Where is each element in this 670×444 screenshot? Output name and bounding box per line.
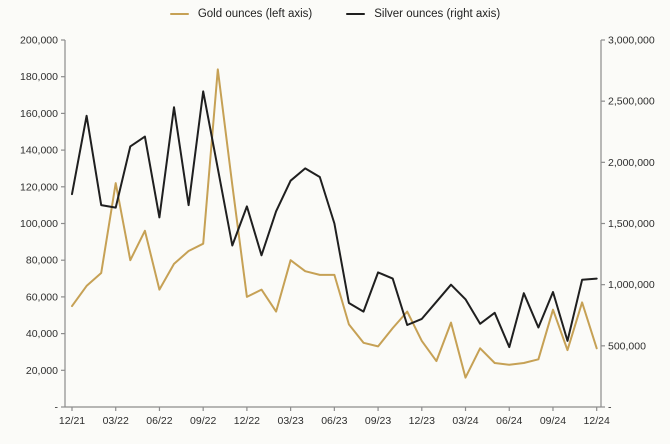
silver-line — [71, 90, 598, 349]
x-axis-tick-label: 09/22 — [190, 415, 216, 427]
x-axis-tick-label: 06/23 — [321, 415, 347, 427]
y-axis-right-tick-label: - — [608, 402, 612, 414]
x-axis-tick-label: 09/24 — [540, 415, 566, 427]
y-axis-left-tick-label: 40,000 — [26, 328, 58, 340]
x-axis: 12/21 03/22 06/22 09/22 12/22 03/23 06/23 09/23… — [59, 407, 610, 427]
x-axis-tick-label: 03/23 — [277, 415, 303, 427]
y-axis-left-tick-label: 120,000 — [20, 181, 58, 193]
y-axis-left-tick-label: 60,000 — [26, 291, 58, 303]
y-axis-right-tick-label: 2,000,000 — [608, 157, 655, 169]
silver-line-marker-icon — [346, 12, 366, 16]
legend: Gold ounces (left axis) Silver ounces (r… — [0, 8, 670, 20]
gold-line-marker-icon — [169, 12, 189, 16]
legend-label-silver: Silver ounces (right axis) — [374, 8, 501, 20]
y-axis-left-tick-label: 100,000 — [20, 218, 58, 230]
legend-label-gold: Gold ounces (left axis) — [197, 8, 313, 20]
y-axis-right-tick-label: 500,000 — [608, 340, 646, 352]
y-axis-right: 3,000,000 2,500,000 2,000,000 1,500,000 1,00… — [601, 35, 655, 414]
y-axis-right-tick-label: 1,500,000 — [608, 218, 655, 230]
y-axis-left-tick-label: 180,000 — [20, 71, 58, 83]
x-axis-tick-label: 12/21 — [59, 415, 85, 427]
y-axis-left-tick-label: 200,000 — [20, 35, 58, 47]
axes — [64, 40, 602, 408]
y-axis-left-tick-label: 80,000 — [26, 255, 58, 267]
y-axis-right-tick-label: 2,500,000 — [608, 96, 655, 108]
x-axis-tick-label: 09/23 — [365, 415, 391, 427]
x-axis-tick-label: 12/23 — [409, 415, 435, 427]
y-axis-left: 200,000 180,000 160,000 140,000 120,000 100,0… — [20, 35, 65, 414]
x-axis-tick-label: 06/24 — [496, 415, 522, 427]
legend-item-silver: Silver ounces (right axis) — [346, 8, 500, 20]
y-axis-left-tick-label: 160,000 — [20, 108, 58, 120]
x-axis-tick-label: 03/22 — [103, 415, 129, 427]
y-axis-left-tick-label: - — [55, 402, 59, 414]
x-axis-tick-label: 06/22 — [146, 415, 172, 427]
y-axis-left-tick-label: 140,000 — [20, 145, 58, 157]
y-axis-right-tick-label: 3,000,000 — [608, 35, 655, 47]
y-axis-left-tick-label: 20,000 — [26, 365, 58, 377]
legend-item-gold: Gold ounces (left axis) — [169, 8, 313, 20]
gold-line — [71, 68, 598, 379]
x-axis-tick-label: 12/24 — [584, 415, 610, 427]
x-axis-tick-label: 03/24 — [452, 415, 478, 427]
y-axis-right-tick-label: 1,000,000 — [608, 279, 655, 291]
x-axis-tick-label: 12/22 — [234, 415, 260, 427]
